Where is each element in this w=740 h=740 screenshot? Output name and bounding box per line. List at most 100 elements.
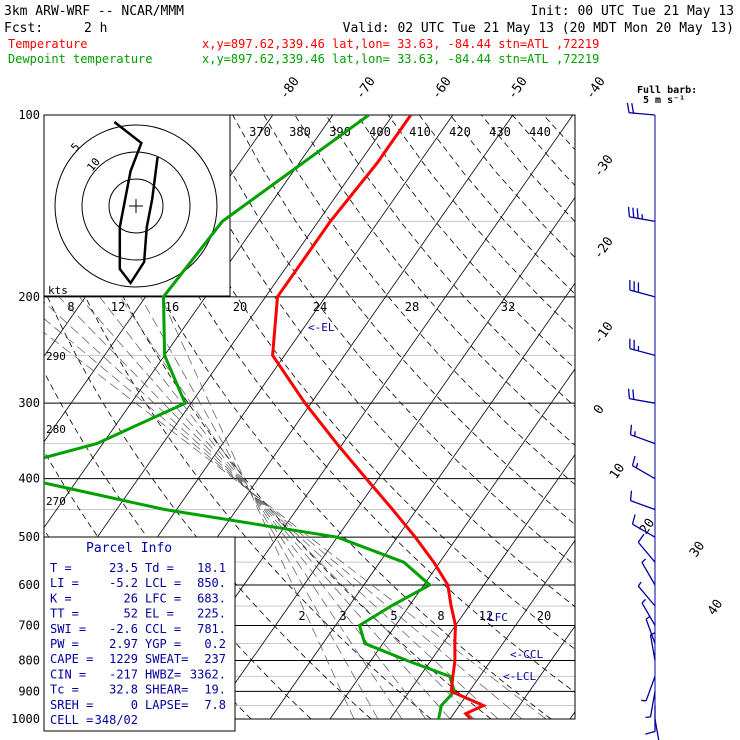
dry-adiabat xyxy=(480,115,575,223)
mixing-ratio-label: 3 xyxy=(339,609,346,623)
dry-adiabat xyxy=(108,115,575,694)
wind-barb-flag xyxy=(631,455,636,466)
parcel-info-cell: LI = xyxy=(50,576,79,590)
wind-barb xyxy=(629,490,656,511)
parcel-info-cell: LFC = xyxy=(145,591,181,605)
parcel-info-cell: SHEAR= xyxy=(145,683,188,697)
theta-label: 280 xyxy=(46,423,66,436)
parcel-info-cell: 683. xyxy=(197,591,226,605)
pressure-tick-label: 800 xyxy=(18,653,40,667)
parcel-info-cell: -217 xyxy=(109,667,138,681)
fcst-label: Fcst: xyxy=(4,21,43,36)
theta-e-label: 390 xyxy=(329,125,351,139)
hodo-speed-scale-label: 24 xyxy=(313,300,327,314)
wind-barb xyxy=(631,455,656,480)
mixing-ratio-label: 2 xyxy=(298,609,305,623)
wind-barb xyxy=(645,615,656,644)
wind-barb-staff xyxy=(630,500,656,511)
isotherm xyxy=(209,196,575,719)
isotherm-label: -80 xyxy=(277,74,303,102)
parcel-info-cell: 0 xyxy=(131,698,138,712)
barb-scale-line2: 5 m s⁻¹ xyxy=(643,95,685,106)
moist-adiabat xyxy=(99,296,427,719)
hodograph-ring xyxy=(108,178,164,234)
parcel-info-cell: 781. xyxy=(197,622,226,636)
dry-adiabat xyxy=(232,115,575,526)
parcel-info-cell: 3362. xyxy=(190,667,226,681)
dry-adiabat xyxy=(44,287,372,719)
isotherm-label: -40 xyxy=(583,74,609,102)
dry-adiabat xyxy=(170,115,575,608)
pressure-tick-label: 300 xyxy=(18,396,40,410)
hodo-speed-scale-label: 12 xyxy=(111,300,125,314)
wind-barb-flag xyxy=(627,388,631,399)
moist-adiabat xyxy=(58,296,475,719)
theta-e-label: 410 xyxy=(409,125,431,139)
wind-barb-flag xyxy=(637,581,642,587)
wind-barb-flag xyxy=(627,206,631,217)
isotherm-label: -20 xyxy=(591,234,617,262)
wind-barb xyxy=(645,705,656,735)
isotherm-label: 30 xyxy=(687,539,708,560)
pressure-tick-label: 600 xyxy=(18,578,40,592)
lfc-marker: LFC xyxy=(488,611,508,624)
moist-adiabat xyxy=(78,296,451,719)
legend-temperature-label: Temperature xyxy=(8,37,87,51)
wind-barb xyxy=(641,676,656,702)
wind-barb-flag xyxy=(645,615,651,620)
isotherm-label: -60 xyxy=(429,74,455,102)
theta-e-label: 380 xyxy=(289,125,311,139)
wind-barb-flag xyxy=(635,462,639,469)
isotherm xyxy=(329,368,575,719)
hodograph-speed-unit: kts xyxy=(48,284,68,297)
pressure-tick-label: 200 xyxy=(18,290,40,304)
wind-barb-flag xyxy=(637,533,645,543)
hodograph-ring xyxy=(54,124,218,288)
mixing-ratio-label: 20 xyxy=(537,609,551,623)
wind-barb xyxy=(629,338,656,356)
dry-adiabat xyxy=(45,115,492,719)
isotherm xyxy=(44,115,394,614)
isotherm xyxy=(389,454,575,719)
isotherm-label: -70 xyxy=(353,74,379,102)
mixing-ratio-label: 8 xyxy=(437,609,444,623)
hodograph-ring xyxy=(81,151,191,261)
wind-barb-flag xyxy=(629,490,633,501)
moist-adiabat xyxy=(44,332,547,719)
parcel-info-cell: 0.2 xyxy=(204,637,226,651)
legend: Temperature x,y=897.62,339.46 lat,lon= 3… xyxy=(8,37,599,66)
header: 3km ARW-WRF -- NCAR/MMM Init: 00 UTC Tue… xyxy=(4,4,734,36)
pressure-tick-label: 1000 xyxy=(11,712,40,726)
isotherm-label: 10 xyxy=(607,461,628,482)
parcel-info-box: Parcel Info T = 23.5 Td = 18.1 LI = -5.2 LCL =… xyxy=(43,536,236,732)
wind-barb xyxy=(641,598,656,626)
hodo-speed-scale-label: 16 xyxy=(165,300,179,314)
parcel-info-cell: 18.1 xyxy=(197,561,226,575)
parcel-info-cell: SWI = xyxy=(50,622,86,636)
isotherm xyxy=(449,539,575,719)
hodo-speed-scale-label: 28 xyxy=(405,300,419,314)
wind-barb-flag xyxy=(641,558,646,563)
parcel-info-cell: 850. xyxy=(197,576,226,590)
moist-adiabat xyxy=(44,301,499,719)
theta-e-label: 370 xyxy=(249,125,271,139)
wind-barb-flag xyxy=(631,514,636,525)
parcel-info-cell: T = xyxy=(50,561,72,575)
parcel-info-title: Parcel Info xyxy=(86,541,172,556)
dry-adiabat xyxy=(201,115,575,566)
parcel-info-cell: HWBZ= xyxy=(145,667,181,681)
parcel-info-rows: T = 23.5 Td = 18.1 LI = -5.2 LCL = 850. K = 26 LFC… xyxy=(50,561,226,727)
isotherm-label: -30 xyxy=(591,152,617,180)
isotherm xyxy=(44,115,334,529)
dry-adiabat xyxy=(44,200,432,719)
parcel-info-cell: SREH = xyxy=(50,698,93,712)
parcel-info-cell: TT = xyxy=(50,607,79,621)
parcel-info-cell: 26 xyxy=(124,591,138,605)
dry-adiabat xyxy=(418,115,575,295)
parcel-info-cell: PW = xyxy=(50,637,79,651)
dry-adiabat xyxy=(76,115,552,719)
hodo-speed-scale-label: 20 xyxy=(233,300,247,314)
parcel-info-cell: 2.97 xyxy=(109,637,138,651)
